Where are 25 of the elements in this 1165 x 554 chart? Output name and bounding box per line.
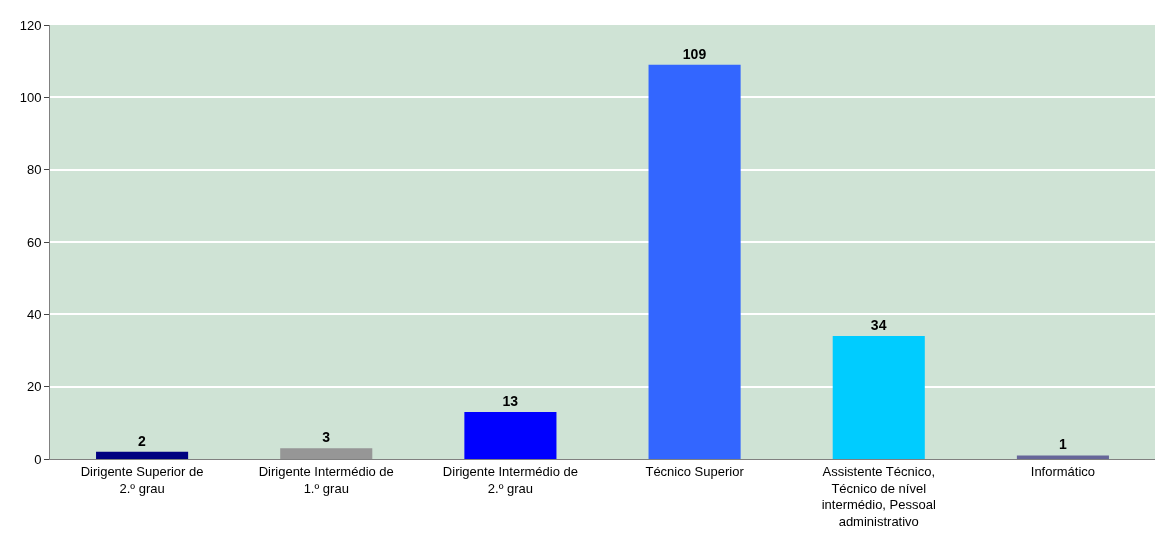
x-tick-label: Técnico Superior	[645, 463, 745, 479]
y-tick-label: 60	[26, 234, 42, 250]
y-tick-label: 120	[19, 17, 42, 33]
data-label: 2	[138, 432, 147, 449]
bar	[832, 336, 925, 459]
bar	[648, 64, 741, 459]
y-tick-label: 40	[26, 306, 42, 322]
data-label: 109	[682, 45, 707, 62]
x-tick-label: Dirigente Superior de 2.º grau	[80, 463, 204, 496]
data-label: 3	[322, 429, 331, 446]
x-tick-label: Assistente Técnico, Técnico de nível intermédio, Pessoal administrativo	[821, 463, 936, 530]
y-tick-label: 100	[19, 89, 42, 105]
data-label: 34	[870, 317, 887, 334]
y-tick-label: 20	[26, 379, 42, 395]
y-tick-label: 0	[34, 451, 42, 467]
bar	[1016, 455, 1109, 459]
data-label: 13	[502, 392, 519, 409]
bar	[96, 451, 189, 459]
x-tick-label: Dirigente Intermédio de 2.º grau	[442, 463, 578, 496]
data-label: 1	[1058, 436, 1067, 453]
x-tick-label: Informático	[1030, 463, 1096, 479]
bar	[464, 411, 557, 459]
x-tick-label: Dirigente Intermédio de 1.º grau	[258, 463, 394, 496]
y-tick-label: 80	[26, 162, 42, 178]
bar	[280, 448, 373, 459]
